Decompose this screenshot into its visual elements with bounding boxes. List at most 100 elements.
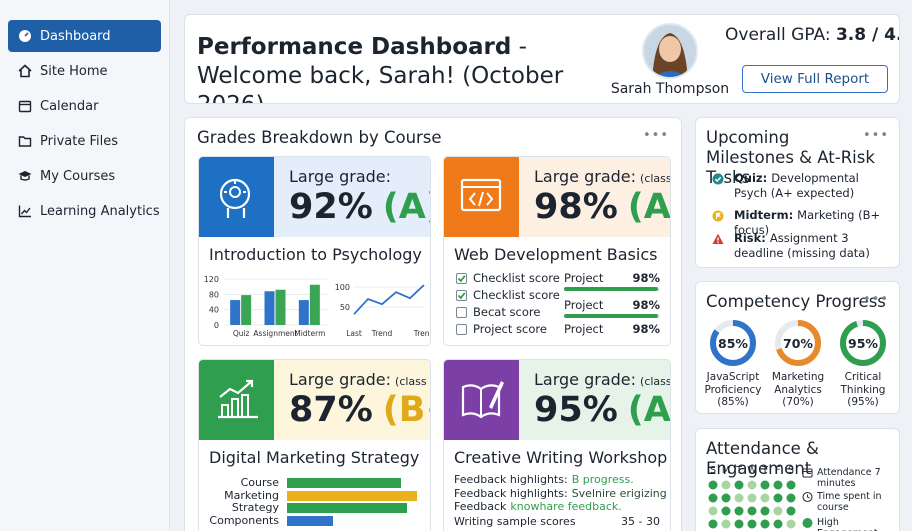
bar-label: Marketing [224,488,279,502]
checkbox [456,323,467,335]
attendance-dot [773,493,783,503]
course-icon-graphic-part [240,394,249,418]
nav-icon-part [18,100,32,113]
course-icon-graphic [460,178,501,212]
milestone-text: Midterm: Marketing (B+ focus) [734,208,894,238]
checkbox [456,306,467,318]
nav-item[interactable]: My Courses [8,160,161,192]
milestone-icon-part [716,212,721,219]
attendance-dot [708,506,718,516]
competency-name: JavaScript Proficiency (85%) [700,371,766,409]
grade-value: 98%(A+) [534,187,670,227]
attendance-dot [773,519,783,529]
milestone-icon [712,233,724,244]
attendance-dot [747,506,757,516]
more-menu[interactable]: ••• [862,292,889,307]
attendance-dot [734,480,744,490]
x-tick-label: Trend [371,329,393,338]
grade-label-text: Large grade: [289,370,392,389]
milestone-label: Risk: [734,231,766,245]
grade-label-text: Large grade: [289,167,392,186]
more-menu[interactable]: ••• [862,128,889,143]
gpa-label: Overall GPA: [725,25,831,45]
course-name: Web Development Basics [454,245,658,264]
course-icon-graphic-part [219,178,250,210]
day-label: T [762,465,768,476]
donut-label: 85% [718,336,748,351]
nav-item[interactable]: Private Files [8,125,161,157]
attendance-dot [708,480,718,490]
feedback-line: Feedback knowhare feedback. [454,500,622,513]
course-icon-graphic-part [220,404,229,418]
course-name: Creative Writing Workshop [454,448,668,467]
course-icon-graphic-part [230,398,239,418]
y-tick-label: 0 [214,321,219,330]
grade-label-text: Large grade: [534,370,637,389]
course-icon-graphic-part [218,379,253,398]
attendance-dot [708,493,718,503]
course-icon-graphic-part [468,191,493,207]
x-tick-label: Assignment [253,329,297,338]
course-name: Introduction to Psychology [209,245,422,264]
nav-item[interactable]: Dashboard [8,20,161,52]
gpa-value: 3.8 / 4.0 [835,25,899,45]
grade-value: 87%(B+) [289,390,430,430]
sample-label: Writing sample scores [454,515,576,528]
day-label: T [736,465,742,476]
milestone-label: Midterm: [734,208,794,222]
legend-icon-part [807,494,810,499]
attendance-dot [773,480,783,490]
attendance-dot [734,519,744,529]
score-value: 98% [632,322,660,336]
nav-icon [18,136,32,147]
header-card: Performance Dashboard - Welcome back, Sa… [184,14,900,104]
checklist-item: Project score [456,322,547,336]
attendance-dot [786,493,796,503]
competency-title: JavaScript Proficiency [704,371,762,396]
competency-note: (85%) [717,396,749,408]
attendance-dot [773,506,783,516]
bar [298,300,309,325]
more-menu[interactable]: ••• [642,128,669,143]
nav-icon-part [24,32,29,37]
course-icon [444,157,519,237]
checklist-label: Checklist score [473,288,560,302]
score-track [564,314,660,318]
course-icon [444,360,519,440]
score-bar [564,314,659,318]
attendance-dot [747,493,757,503]
attendance-dot [760,480,770,490]
nav-item[interactable]: Learning Analytics [8,195,161,227]
legend-icon [802,491,813,503]
legend-label: High Engagement [817,517,878,531]
legend-icon [802,518,813,528]
bar-label: Strategy [231,501,279,514]
attendance-grid [708,480,796,529]
score-bar [564,287,659,291]
course-card: Large grade:(class av)87%(B+)Digital Mar… [198,359,431,531]
competency-name: Marketing Analytics (70%) [765,371,831,409]
nav-label: Learning Analytics [40,203,160,219]
bar-label: Course [240,476,279,489]
subtitle: - Welcome back, Sarah! (October 2026) [197,34,564,103]
nav-item[interactable]: Site Home [8,55,161,87]
nav-label: Calendar [40,98,99,114]
legend-icon-part [802,468,813,478]
attendance-dot [747,519,757,529]
course-icon-graphic-part [461,384,500,419]
nav-icon-part [18,205,31,218]
nav-item[interactable]: Calendar [8,90,161,122]
bar [287,490,417,501]
nav-label: Private Files [40,133,118,149]
grade-percent: 87% [289,390,373,430]
competency-donut: 95% [840,320,886,366]
nav-icon-part [20,175,30,181]
nav-icon [19,30,31,42]
attendance-dot [721,480,731,490]
view-report-button[interactable]: View Full Report [742,65,888,93]
gpa: Overall GPA: 3.8 / 4.0 [725,25,899,45]
y-tick-label: 120 [204,275,219,284]
nav-icon [18,205,31,218]
